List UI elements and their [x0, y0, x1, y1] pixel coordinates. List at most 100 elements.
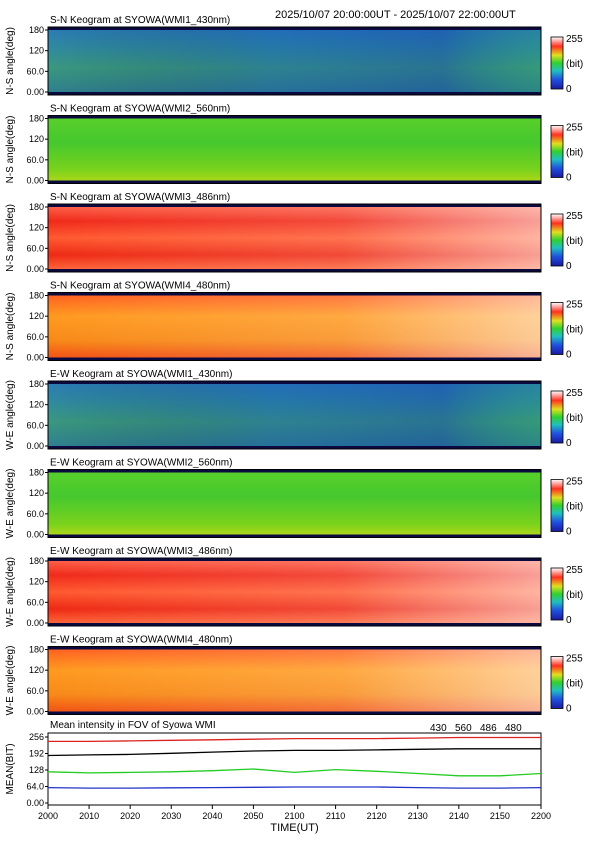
keogram-ytick-label: 60.0 [26, 155, 44, 165]
colorbar-max-label: 255 [566, 211, 583, 222]
keogram-panel-6: E-W Keogram at SYOWA(WMI2_560nm) 180 120 60… [5, 458, 583, 540]
keogram-title: S-N Keogram at SYOWA(WMI4_480nm) [50, 281, 230, 292]
keogram-ytick-label: 120 [29, 134, 44, 144]
colorbar-min-label: 0 [566, 615, 572, 626]
chart-xtick-label: 2030 [161, 811, 181, 821]
keogram-ylabel: W-E angle(deg) [5, 646, 16, 716]
keogram-panel-7: E-W Keogram at SYOWA(WMI3_486nm) 180 120 60… [5, 546, 583, 628]
keogram-ytick-label: 0.00 [26, 264, 44, 274]
keogram-edge-bottom [48, 623, 541, 626]
chart-xtick-label: 2130 [408, 811, 428, 821]
keogram-ylabel: N-S angle(deg) [5, 204, 16, 272]
series-line-560 [47, 768, 542, 777]
keogram-ytick-label: 60.0 [26, 509, 44, 519]
colorbar-unit-label: (bit) [566, 502, 583, 513]
chart-ytick-label: 0.00 [26, 798, 44, 808]
keogram-edge-top [48, 204, 541, 207]
colorbar-min-label: 0 [566, 704, 572, 715]
keogram-panel-4: S-N Keogram at SYOWA(WMI4_480nm) 180 120 60… [5, 281, 583, 363]
series-line-430 [47, 786, 542, 789]
keogram-ylabel: W-E angle(deg) [5, 469, 16, 539]
chart-xtick-label: 2150 [490, 811, 510, 821]
keogram-shading [48, 27, 541, 95]
chart-title: Mean intensity in FOV of Syowa WMI [50, 720, 216, 731]
keogram-edge-top [48, 469, 541, 473]
colorbar-min-label: 0 [566, 84, 572, 95]
colorbar [550, 656, 564, 709]
keogram-ytick-label: 60.0 [26, 332, 44, 342]
keogram-edge-top [48, 646, 541, 650]
colorbar [550, 125, 564, 178]
keogram-ytick-label: 0.00 [26, 530, 44, 540]
keogram-ytick-label: 0.00 [26, 707, 44, 717]
colorbar-min-label: 0 [566, 173, 572, 184]
chart-xtick-label: 2120 [367, 811, 387, 821]
time-range-label: 2025/10/07 20:00:00UT - 2025/10/07 22:00… [275, 9, 516, 21]
chart-ytick-label: 256 [29, 732, 44, 742]
keogram-panel-8: E-W Keogram at SYOWA(WMI4_480nm) 180 120 60… [5, 635, 583, 717]
keogram-shading [48, 646, 541, 715]
chart-plot-area [47, 732, 542, 806]
colorbar-max-label: 255 [566, 300, 583, 311]
keogram-title: E-W Keogram at SYOWA(WMI2_560nm) [50, 458, 232, 469]
keogram-ytick-label: 60.0 [26, 420, 44, 430]
keogram-edge-bottom [48, 534, 541, 538]
keogram-image [48, 469, 541, 538]
colorbar-unit-label: (bit) [566, 679, 583, 690]
colorbar [550, 390, 564, 444]
keogram-shading [48, 558, 541, 626]
keogram-ylabel: N-S angle(deg) [5, 27, 16, 95]
legend-label-430: 430 [430, 723, 447, 734]
keogram-ytick-label: 120 [29, 577, 44, 587]
keogram-ytick-label: 120 [29, 488, 44, 498]
keogram-shading [48, 292, 541, 361]
keogram-frame [47, 115, 542, 184]
keogram-title: E-W Keogram at SYOWA(WMI4_480nm) [50, 635, 232, 646]
keogram-ylabel: W-E angle(deg) [5, 380, 16, 450]
keogram-edge-top [48, 292, 541, 296]
chart-xtick-label: 2100 [284, 811, 304, 821]
legend-label-480: 480 [505, 723, 522, 734]
keogram-frame [47, 380, 542, 450]
keogram-edge-top [48, 381, 541, 384]
keogram-ytick-label: 180 [29, 645, 44, 655]
colorbar-min-label: 0 [566, 527, 572, 538]
colorbar-min-label: 0 [566, 438, 572, 449]
chart-xtick-label: 2010 [79, 811, 99, 821]
keogram-title: E-W Keogram at SYOWA(WMI3_486nm) [50, 546, 232, 557]
keogram-ytick-label: 120 [29, 311, 44, 321]
keogram-edge-bottom [48, 269, 541, 272]
keogram-frame [47, 26, 542, 96]
chart-ylabel: MEAN(BIT) [5, 743, 16, 794]
colorbar-unit-label: (bit) [566, 590, 583, 601]
keogram-panel-2: S-N Keogram at SYOWA(WMI2_560nm) 180 120 60… [5, 104, 583, 186]
chart-ytick-label: 64.0 [26, 782, 44, 792]
chart-xtick-label: 2000 [38, 811, 58, 821]
keogram-ytick-label: 60.0 [26, 686, 44, 696]
keogram-ytick-label: 180 [29, 291, 44, 301]
colorbar-max-label: 255 [566, 34, 583, 45]
colorbar-max-label: 255 [566, 477, 583, 488]
keogram-edge-bottom [48, 357, 541, 361]
chart-ytick-label: 128 [29, 765, 44, 775]
chart-xtick-label: 2020 [120, 811, 140, 821]
keogram-edge-top [48, 558, 541, 561]
keogram-ytick-label: 120 [29, 46, 44, 56]
colorbar-unit-label: (bit) [566, 59, 583, 70]
colorbar [550, 213, 564, 267]
keogram-ytick-label: 0.00 [26, 353, 44, 363]
keogram-panel-1: S-N Keogram at SYOWA(WMI1_430nm) 180 120 60… [5, 15, 583, 97]
keogram-ytick-label: 180 [29, 25, 44, 35]
keogram-frame [47, 469, 542, 538]
keogram-shading [48, 381, 541, 449]
series-line-486 [48, 736, 541, 743]
keogram-edge-bottom [48, 711, 541, 715]
keogram-ytick-label: 180 [29, 114, 44, 124]
keogram-ytick-label: 60.0 [26, 66, 44, 76]
keogram-ytick-label: 0.00 [26, 176, 44, 186]
keogram-ytick-label: 180 [29, 468, 44, 478]
keogram-ytick-label: 60.0 [26, 243, 44, 253]
colorbar-max-label: 255 [566, 654, 583, 665]
chart-xtick-label: 2050 [243, 811, 263, 821]
